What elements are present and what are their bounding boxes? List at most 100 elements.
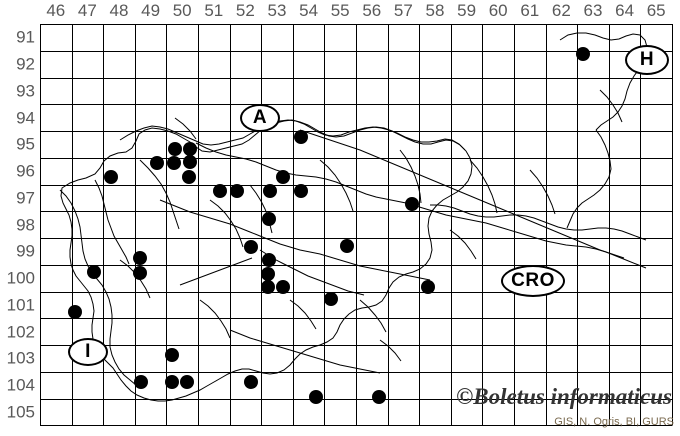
border-austria — [119, 119, 466, 151]
axis-label-row: 101 — [6, 295, 35, 315]
occurrence-dot — [230, 184, 244, 198]
axis-label-column: 62 — [551, 1, 571, 20]
axis-label-row: 104 — [6, 375, 35, 395]
axis-label-column: 60 — [488, 1, 508, 20]
occurrence-dot — [294, 130, 308, 144]
interior-line-15 — [379, 339, 402, 362]
axis-label-column: 58 — [425, 1, 445, 20]
axis-label-row: 99 — [16, 241, 35, 261]
axis-label-column: 56 — [362, 1, 382, 20]
occurrence-dot — [262, 212, 276, 226]
axis-label-row: 100 — [6, 268, 35, 288]
axis-label-column: 50 — [172, 1, 192, 20]
axis-label-column: 63 — [583, 1, 603, 20]
river-krka — [259, 249, 365, 296]
axis-label-column: 46 — [46, 1, 66, 20]
occurrence-dot — [182, 170, 196, 184]
country-code-i: I — [68, 338, 108, 366]
axis-label-column: 48 — [109, 1, 129, 20]
occurrence-dot — [183, 155, 197, 169]
occurrence-dot — [263, 184, 277, 198]
occurrence-dot — [133, 251, 147, 265]
interior-line-13 — [599, 89, 623, 123]
interior-line-9 — [289, 299, 317, 330]
occurrence-dot — [104, 170, 118, 184]
border-hungary-south — [566, 129, 612, 229]
occurrence-dot — [167, 156, 181, 170]
axis-label-row: 95 — [16, 134, 35, 154]
occurrence-dot — [340, 239, 354, 253]
occurrence-dot — [134, 375, 148, 389]
river-sava — [159, 199, 431, 281]
occurrence-dot — [276, 170, 290, 184]
axis-label-column: 52 — [235, 1, 255, 20]
axis-label-row: 92 — [16, 54, 35, 74]
occurrence-dot — [372, 390, 386, 404]
axis-label-column: 49 — [141, 1, 161, 20]
axis-label-row: 93 — [16, 81, 35, 101]
occurrence-dot — [244, 240, 258, 254]
axis-label-row: 105 — [6, 402, 35, 422]
occurrence-dot — [324, 292, 338, 306]
axis-label-column: 54 — [299, 1, 319, 20]
axis-label-row: 98 — [16, 215, 35, 235]
interior-line-6 — [529, 169, 556, 215]
attribution-text: GIS, N. Ogris, BI, GURS — [554, 416, 674, 428]
occurrence-dot — [276, 280, 290, 294]
interior-line-10 — [359, 299, 387, 333]
axis-label-column: 64 — [615, 1, 635, 20]
occurrence-dot — [180, 375, 194, 389]
axis-label-column: 51 — [204, 1, 224, 20]
river-kolpa — [229, 329, 381, 374]
axis-label-column: 61 — [520, 1, 540, 20]
occurrence-dot — [183, 142, 197, 156]
axis-label-column: 47 — [77, 1, 97, 20]
occurrence-dot — [261, 267, 275, 281]
occurrence-dot — [576, 47, 590, 61]
river-soca — [94, 179, 130, 265]
axis-label-row: 97 — [16, 188, 35, 208]
occurrence-dot — [262, 253, 276, 267]
border-italy — [59, 189, 137, 386]
river-ljubljanica — [179, 257, 253, 286]
occurrence-dot — [165, 348, 179, 362]
river-drava — [195, 142, 647, 269]
occurrence-dot — [244, 375, 258, 389]
occurrence-dot — [213, 184, 227, 198]
occurrence-dot — [421, 280, 435, 294]
axis-label-column: 53 — [267, 1, 287, 20]
border-croatia — [430, 204, 647, 241]
axis-label-row: 102 — [6, 322, 35, 342]
axis-label-column: 57 — [393, 1, 413, 20]
interior-line-3 — [319, 159, 354, 212]
occurrence-dot — [87, 265, 101, 279]
axis-label-row: 96 — [16, 161, 35, 181]
interior-line-8 — [199, 299, 231, 339]
country-code-cro: CRO — [501, 265, 565, 297]
axis-label-column: 55 — [330, 1, 350, 20]
occurrence-dot — [133, 266, 147, 280]
axis-label-row: 103 — [6, 348, 35, 368]
interior-line-5 — [469, 159, 498, 214]
country-code-a: A — [240, 104, 280, 132]
interior-line-2 — [209, 199, 244, 248]
occurrence-dot — [294, 184, 308, 198]
occurrence-dot — [261, 280, 275, 294]
axis-label-row: 91 — [16, 27, 35, 47]
axis-label-column: 65 — [646, 1, 666, 20]
interior-line-11 — [174, 117, 197, 140]
country-code-h: H — [625, 45, 669, 75]
interior-line-4 — [399, 149, 422, 204]
occurrence-dot — [168, 142, 182, 156]
interior-line-1 — [139, 159, 180, 230]
axis-label-column: 59 — [457, 1, 477, 20]
axis-label-row: 94 — [16, 108, 35, 128]
interior-line-14 — [449, 229, 477, 260]
occurrence-dot — [150, 156, 164, 170]
copyright-text: ©Boletus informaticus — [456, 384, 672, 409]
occurrence-dot — [405, 197, 419, 211]
